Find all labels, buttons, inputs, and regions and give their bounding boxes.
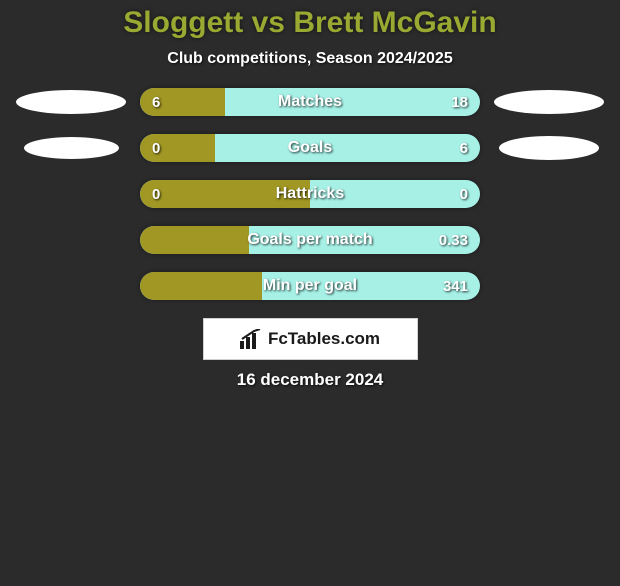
stat-value-left: 6 bbox=[140, 88, 172, 116]
stat-row: Hattricks0 0 bbox=[0, 180, 620, 208]
stat-value-left bbox=[140, 226, 164, 254]
stat-value-left: 0 bbox=[140, 180, 172, 208]
stat-bar: Goals0 6 bbox=[140, 134, 480, 162]
stat-label: Matches bbox=[140, 88, 480, 116]
player-avatar-left bbox=[16, 90, 126, 114]
stat-label: Goals bbox=[140, 134, 480, 162]
stat-value-left: 0 bbox=[140, 134, 172, 162]
stat-label: Hattricks bbox=[140, 180, 480, 208]
stat-row: Min per goal341 bbox=[0, 272, 620, 300]
stat-bar: Matches6 18 bbox=[140, 88, 480, 116]
avatar-slot-right bbox=[484, 136, 614, 160]
player-avatar-right bbox=[499, 136, 599, 160]
stat-value-left bbox=[140, 272, 164, 300]
date-text: 16 december 2024 bbox=[0, 370, 620, 390]
stat-bar: Hattricks0 0 bbox=[140, 180, 480, 208]
stat-bar: Min per goal341 bbox=[140, 272, 480, 300]
avatar-slot-right bbox=[484, 90, 614, 114]
stat-row: Matches6 18 bbox=[0, 88, 620, 116]
player-avatar-right bbox=[494, 90, 604, 114]
stats-rows: Matches618Goals06Hattricks00Goals per ma… bbox=[0, 88, 620, 300]
stat-row: Goals0 6 bbox=[0, 134, 620, 162]
avatar-slot-left bbox=[6, 137, 136, 159]
stat-value-right: 341 bbox=[431, 272, 480, 300]
stat-value-right: 0 bbox=[448, 180, 480, 208]
avatar-slot-left bbox=[6, 90, 136, 114]
subtitle: Club competitions, Season 2024/2025 bbox=[0, 50, 620, 68]
stat-label: Min per goal bbox=[140, 272, 480, 300]
player-avatar-left bbox=[24, 137, 119, 159]
stat-bar: Goals per match0.33 bbox=[140, 226, 480, 254]
stat-value-right: 0.33 bbox=[427, 226, 480, 254]
page-title: Sloggett vs Brett McGavin bbox=[0, 6, 620, 40]
logo-text: FcTables.com bbox=[268, 329, 380, 349]
stat-value-right: 6 bbox=[448, 134, 480, 162]
stat-row: Goals per match0.33 bbox=[0, 226, 620, 254]
logo-chart-icon bbox=[240, 329, 262, 349]
logo-box: FcTables.com bbox=[203, 318, 418, 360]
stat-value-right: 18 bbox=[439, 88, 480, 116]
